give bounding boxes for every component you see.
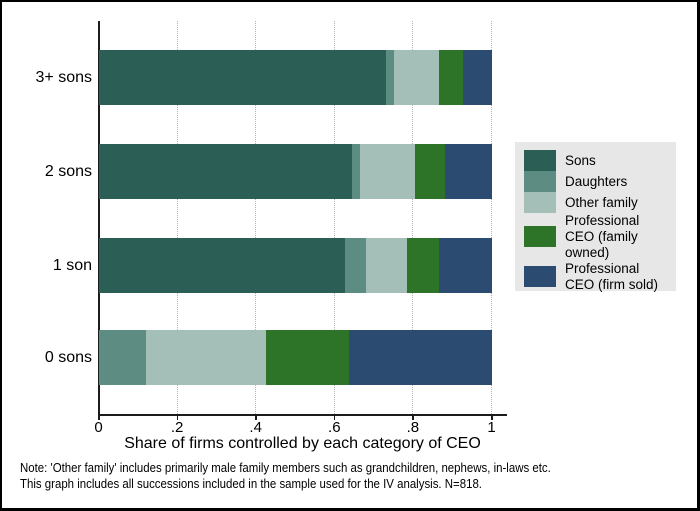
- x-axis-tick: [255, 415, 257, 420]
- bar-segment-daughters: [352, 144, 361, 199]
- legend-label: Professional CEO (firm sold): [565, 260, 659, 292]
- bar-segment-professional-ceo-family-owned: [438, 50, 463, 105]
- bar-segment-professional-ceo-firm-sold: [444, 144, 492, 199]
- bar-segment-other-family: [393, 50, 439, 105]
- gridline: [333, 21, 335, 414]
- note: Note: 'Other family' includes primarily …: [20, 460, 551, 491]
- x-axis-tick: [176, 415, 179, 420]
- x-axis-tick: [333, 415, 336, 420]
- x-axis-tick-label: .2: [170, 419, 184, 436]
- gridline: [176, 21, 178, 414]
- legend-swatch-icon: [524, 150, 556, 171]
- bar-row-3-sons: [99, 50, 493, 105]
- legend: Sons Daughters Other family Professional CE…: [515, 142, 676, 293]
- bar-segment-daughters: [344, 238, 367, 293]
- plot-area: [99, 21, 493, 414]
- bar-segment-daughters: [385, 50, 394, 105]
- bar-segment-sons: [99, 144, 353, 199]
- y-axis-label-3-sons: 3+ sons: [35, 68, 92, 86]
- bar-row-2-sons: [99, 144, 492, 199]
- bar-segment-professional-ceo-firm-sold: [462, 50, 493, 105]
- bar-segment-sons: [99, 238, 345, 293]
- bar-segment-sons: [99, 50, 386, 105]
- x-axis-tick: [491, 415, 493, 420]
- x-axis-tick-label: .6: [328, 419, 341, 436]
- x-axis-tick: [412, 415, 414, 420]
- x-axis-line: [98, 414, 507, 416]
- legend-label: Daughters: [565, 173, 628, 189]
- legend-swatch-icon: [524, 171, 556, 192]
- note-line-2: This graph includes all successions incl…: [20, 475, 482, 491]
- y-axis-label-2-sons: 2 sons: [44, 162, 92, 180]
- gridline: [255, 21, 257, 414]
- legend-item-professional-ceo-firm-sold: Professional CEO (firm sold): [524, 261, 670, 293]
- gridline: [412, 21, 414, 414]
- legend-swatch-icon: [524, 192, 556, 213]
- bar-segment-professional-ceo-firm-sold: [348, 330, 492, 385]
- x-axis-tick-label: .4: [249, 419, 262, 436]
- bar-segment-daughters: [99, 330, 147, 385]
- legend-label: Professional CEO (family owned): [565, 213, 640, 260]
- legend-item-other-family: Other family: [524, 192, 670, 213]
- legend-label: Other family: [565, 194, 638, 210]
- bar-segment-professional-ceo-family-owned: [415, 144, 445, 199]
- bar-segment-other-family: [360, 144, 416, 199]
- note-line-1: Note: 'Other family' includes primarily …: [20, 460, 551, 475]
- legend-label: Sons: [565, 152, 596, 168]
- legend-item-professional-ceo-family-owned: Professional CEO (family owned): [524, 213, 670, 261]
- bar-segment-other-family: [366, 238, 408, 293]
- gridline: [491, 21, 492, 414]
- x-axis-title: Share of firms controlled by each catego…: [124, 435, 481, 452]
- bar-segment-professional-ceo-family-owned: [266, 330, 349, 385]
- y-axis-line: [98, 21, 100, 414]
- y-axis-label-1-son: 1 son: [52, 256, 92, 274]
- bar-segment-professional-ceo-firm-sold: [438, 238, 492, 293]
- x-axis-tick: [98, 415, 100, 420]
- legend-item-daughters: Daughters: [524, 171, 670, 192]
- legend-item-sons: Sons: [524, 150, 670, 171]
- bar-row-1-son: [99, 238, 492, 293]
- bar-segment-other-family: [146, 330, 267, 385]
- x-axis-tick-label: .8: [406, 419, 420, 436]
- y-axis-label-0-sons: 0 sons: [44, 348, 92, 366]
- bar-segment-professional-ceo-family-owned: [407, 238, 439, 293]
- legend-swatch-icon: [524, 226, 556, 248]
- bar-row-0-sons: [99, 330, 492, 385]
- legend-swatch-icon: [524, 266, 556, 288]
- x-axis-tick-label: 1: [487, 419, 496, 436]
- x-axis-tick-label: 0: [94, 419, 103, 436]
